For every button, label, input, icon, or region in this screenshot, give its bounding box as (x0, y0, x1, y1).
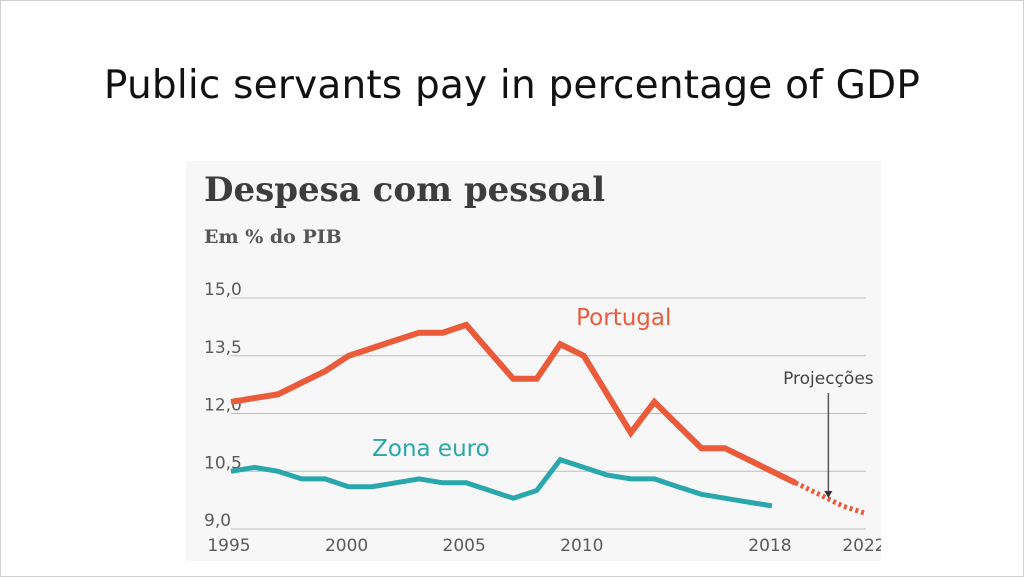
slide-title: Public servants pay in percentage of GDP (103, 63, 921, 108)
chart-subtitle: Em % do PIB (204, 226, 342, 248)
y-tick-label: 15,0 (204, 280, 242, 300)
line-chart: Despesa com pessoal Em % do PIB 15,0 13,5… (204, 170, 881, 556)
y-tick-label: 13,5 (204, 338, 242, 358)
chart-title: Despesa com pessoal (204, 170, 605, 210)
x-tick-label: 1995 (207, 536, 250, 556)
projection-annotation: Projecções (783, 369, 874, 498)
portugal-line (230, 321, 797, 486)
chart-panel: Despesa com pessoal Em % do PIB 15,0 13,5… (186, 161, 881, 561)
x-tick-label: 2005 (443, 536, 486, 556)
x-tick-label: 2000 (325, 536, 368, 556)
zona-euro-label: Zona euro (372, 436, 490, 462)
zona-euro-line (230, 456, 773, 509)
gridlines (231, 297, 866, 530)
x-tick-label: 2010 (560, 536, 603, 556)
portugal-label: Portugal (576, 305, 671, 331)
series (230, 321, 867, 516)
projection-arrow-head (824, 491, 833, 498)
x-axis-ticks: 1995 2000 2005 2010 2018 2022 (207, 536, 881, 556)
x-tick-label: 2018 (748, 536, 791, 556)
y-axis-ticks: 15,013,512,010,59,0 (204, 280, 242, 531)
y-tick-label: 10,5 (204, 453, 242, 473)
portugal-projection-line (794, 480, 867, 516)
y-tick-label: 9,0 (204, 511, 231, 531)
x-tick-label: 2022 (842, 536, 881, 556)
projection-label: Projecções (783, 369, 874, 389)
series-labels: Portugal Zona euro (372, 305, 671, 462)
